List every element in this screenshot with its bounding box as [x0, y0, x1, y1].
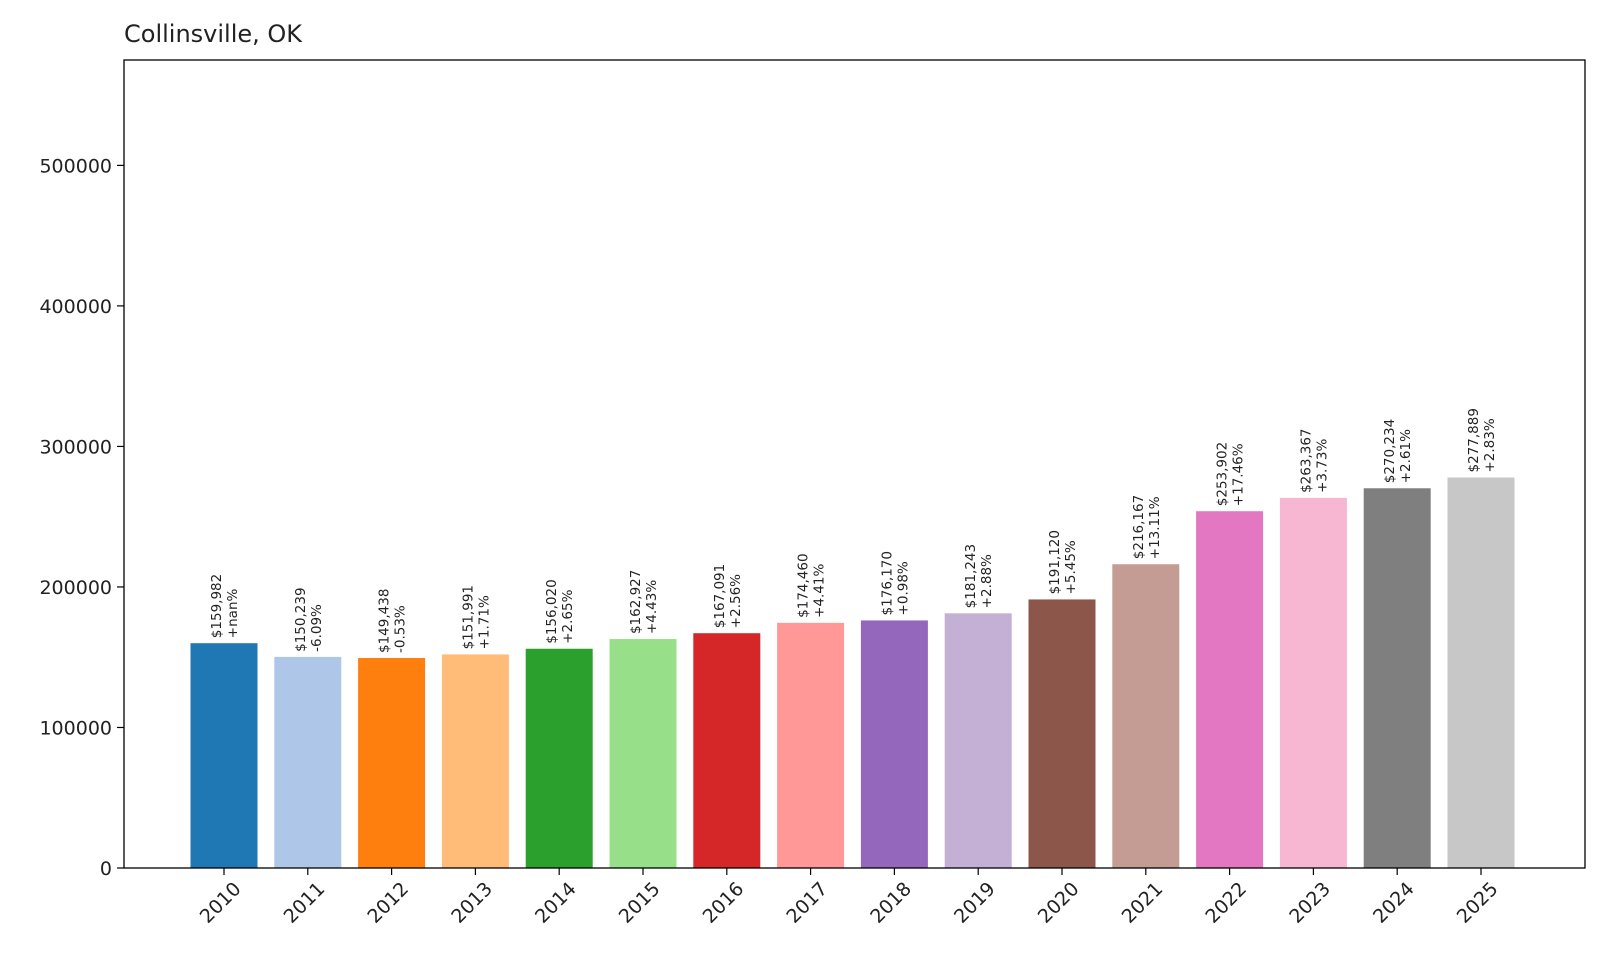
bars-layer	[190, 477, 1515, 868]
bar-change-label: +nan%	[225, 588, 241, 638]
bar-2015	[609, 639, 677, 868]
bar-change-label: +0.98%	[895, 561, 911, 615]
bar-2011	[274, 656, 342, 868]
chart-title: Collinsville, OK	[124, 20, 303, 48]
y-tick-label: 400000	[39, 296, 112, 318]
x-tick-label: 2018	[866, 878, 916, 928]
bar-value-label: $181,243	[963, 544, 979, 608]
bar-2020	[1028, 599, 1096, 868]
x-axis: 2010 2011 2012 2013 2014 2015 2016 2017 2018 2019…	[196, 868, 1503, 928]
bar-value-label: $191,120	[1047, 530, 1063, 594]
bar-change-label: +4.41%	[812, 563, 828, 617]
bar-value-label: $167,091	[712, 564, 728, 628]
x-tick-label: 2010	[196, 878, 246, 928]
bar-2017	[777, 622, 845, 868]
plot-frame	[123, 59, 1586, 869]
x-tick-label: 2023	[1285, 878, 1335, 928]
x-tick-label: 2012	[363, 878, 413, 928]
bar-value-label: $162,927	[628, 570, 644, 634]
bar-change-label: -0.53%	[393, 605, 409, 653]
bar-change-label: +3.73%	[1314, 439, 1330, 493]
bar-value-label: $151,991	[460, 585, 476, 649]
x-tick-label: 2014	[531, 878, 581, 928]
bar-2019	[944, 613, 1012, 868]
bar-2010	[190, 643, 258, 868]
bar-change-label: +4.43%	[644, 580, 660, 634]
bar-change-label: -6.09%	[309, 604, 325, 652]
bar-change-label: +1.71%	[476, 595, 492, 649]
bar-2025	[1447, 477, 1515, 868]
bar-value-label: $174,460	[796, 553, 812, 617]
bar-change-label: +2.83%	[1482, 418, 1498, 472]
bar-value-label: $159,982	[209, 574, 225, 638]
bar-2023	[1279, 497, 1347, 868]
x-tick-label: 2021	[1118, 878, 1168, 928]
bar-2021	[1112, 564, 1180, 868]
bar-value-label: $263,367	[1298, 428, 1314, 492]
bar-change-label: +2.61%	[1398, 429, 1414, 483]
x-tick-label: 2016	[699, 878, 749, 928]
bar-value-label: $253,902	[1215, 442, 1231, 506]
bar-value-label: $277,889	[1466, 408, 1482, 472]
bar-2014	[525, 648, 593, 868]
bar-2022	[1196, 511, 1264, 868]
x-tick-label: 2017	[782, 878, 832, 928]
bar-labels-layer: $159,982 +nan% $150,239 -6.09% $149,438 -0.53…	[209, 408, 1498, 653]
x-tick-label: 2019	[950, 878, 1000, 928]
bar-value-label: $150,239	[293, 587, 309, 651]
bar-2024	[1363, 488, 1431, 868]
bar-change-label: +2.88%	[979, 554, 995, 608]
x-tick-label: 2015	[615, 878, 665, 928]
y-tick-label: 100000	[39, 717, 112, 739]
x-tick-label: 2011	[280, 878, 330, 928]
bar-value-label: $149,438	[377, 589, 393, 653]
bar-2012	[358, 658, 426, 868]
bar-value-label: $156,020	[544, 579, 560, 643]
x-tick-label: 2013	[447, 878, 497, 928]
bar-change-label: +2.56%	[728, 574, 744, 628]
y-tick-label: 0	[100, 858, 112, 880]
y-tick-label: 500000	[39, 155, 112, 177]
y-tick-label: 200000	[39, 577, 112, 599]
bar-change-label: +13.11%	[1147, 496, 1163, 559]
bar-2018	[860, 620, 928, 868]
x-tick-label: 2022	[1201, 878, 1251, 928]
bar-change-label: +17.46%	[1231, 443, 1247, 506]
bar-value-label: $176,170	[879, 551, 895, 615]
bar-value-label: $270,234	[1382, 419, 1398, 483]
bar-2013	[441, 654, 509, 868]
bar-value-label: $216,167	[1131, 495, 1147, 559]
y-axis: 0 100000 200000 300000 400000 500000	[39, 155, 124, 880]
bar-change-label: +2.65%	[560, 589, 576, 643]
x-tick-label: 2024	[1369, 878, 1419, 928]
bar-2016	[693, 633, 761, 868]
x-tick-label: 2020	[1034, 878, 1084, 928]
bar-change-label: +5.45%	[1063, 540, 1079, 594]
y-tick-label: 300000	[39, 436, 112, 458]
x-tick-label: 2025	[1453, 878, 1503, 928]
